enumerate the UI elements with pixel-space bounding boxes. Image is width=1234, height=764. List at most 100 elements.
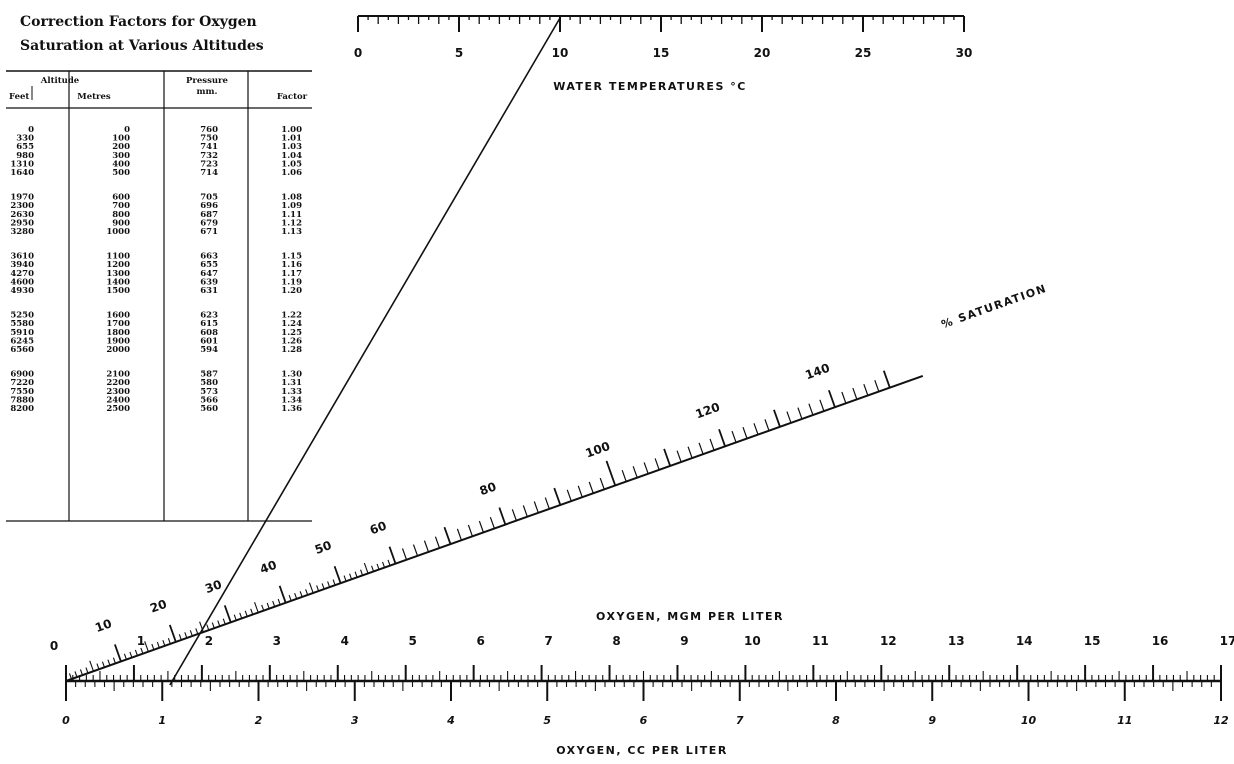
table-cell-pressure: 566	[200, 395, 218, 405]
saturation-tick	[140, 647, 144, 654]
saturation-tick	[254, 602, 259, 613]
saturation-tick	[819, 399, 825, 412]
table-cell-pressure: 687	[200, 210, 218, 220]
table-cell-factor: 1.01	[281, 134, 302, 144]
saturation-tick	[553, 487, 562, 506]
table-cell-factor: 1.04	[281, 151, 302, 161]
table-cell-metres: 0	[124, 125, 130, 135]
table-cell-factor: 1.05	[281, 159, 302, 169]
table-cell-feet: 2630	[10, 210, 34, 220]
table-cell-feet: 4600	[10, 277, 34, 287]
saturation-tick	[294, 593, 298, 600]
saturation-tick	[401, 548, 408, 560]
saturation-tick-label: 40	[258, 558, 278, 577]
saturation-tick	[79, 669, 83, 676]
saturation-tick-label: 50	[313, 538, 333, 557]
saturation-tick	[349, 573, 353, 580]
table-cell-pressure: 560	[200, 404, 218, 414]
table-cell-factor: 1.36	[281, 404, 302, 414]
table-cell-feet: 3940	[10, 260, 34, 270]
temperature-tick-label: 20	[754, 46, 771, 60]
saturation-tick	[343, 575, 347, 582]
saturation-tick	[144, 641, 149, 652]
table-cell-pressure: 594	[200, 345, 218, 355]
oxygen-mgm-tick-label: 17	[1220, 634, 1234, 648]
saturation-tick	[599, 477, 605, 490]
saturation-tick	[828, 389, 836, 408]
saturation-tick	[151, 643, 155, 650]
table-cell-pressure: 601	[200, 336, 218, 346]
saturation-tick	[316, 585, 320, 592]
saturation-tick	[266, 602, 270, 609]
saturation-tick	[123, 653, 127, 660]
table-cell-metres: 400	[112, 159, 130, 169]
saturation-tick	[434, 536, 441, 549]
saturation-tick	[233, 614, 237, 621]
saturation-tick	[863, 383, 869, 396]
table-cell-factor: 1.11	[281, 210, 302, 220]
saturation-tick	[467, 524, 473, 537]
saturation-tick	[687, 446, 693, 459]
temperature-tick-label: 30	[956, 46, 973, 60]
saturation-tick	[577, 485, 583, 498]
table-cell-feet: 7880	[10, 395, 34, 405]
saturation-tick	[272, 600, 276, 607]
saturation-tick	[261, 604, 265, 611]
saturation-tick	[841, 391, 847, 404]
saturation-tick	[643, 462, 649, 474]
oxygen-mgm-tick-label: 2	[205, 634, 213, 648]
saturation-tick	[278, 585, 287, 604]
table-cell-feet: 5580	[10, 319, 34, 329]
saturation-tick	[168, 624, 177, 643]
oxygen-cc-tick-label: 5	[543, 714, 551, 727]
table-cell-pressure: 655	[200, 260, 218, 270]
table-cell-pressure: 741	[200, 142, 218, 152]
saturation-axis-title: % SATURATION	[940, 282, 1049, 332]
saturation-tick	[107, 659, 111, 666]
table-cell-feet: 6245	[10, 336, 34, 346]
saturation-tick	[277, 598, 281, 605]
correction-factor-table: Correction Factors for Oxygen Saturation…	[6, 14, 312, 522]
saturation-tick	[112, 657, 116, 664]
saturation-tick	[882, 370, 891, 388]
table-cell-factor: 1.00	[281, 125, 302, 135]
table-title-line1: Correction Factors for Oxygen	[20, 14, 257, 30]
saturation-tick	[211, 622, 215, 629]
oxygen-cc-tick-label: 8	[832, 714, 840, 727]
table-cell-metres: 300	[112, 151, 130, 161]
oxygen-mgm-tick-label: 14	[1016, 634, 1033, 648]
saturation-tick	[478, 520, 484, 533]
table-cell-factor: 1.16	[281, 260, 302, 270]
table-body: 0 0 760 1.00 330 100 750 1.01 655 200 741 1.03 980 30…	[10, 125, 302, 414]
saturation-tick	[388, 546, 397, 564]
table-title-line2: Saturation at Various Altitudes	[20, 38, 264, 54]
temperature-tick-label: 0	[354, 46, 362, 60]
saturation-tick	[129, 651, 133, 658]
saturation-tick	[387, 559, 391, 566]
table-header-factor: Factor	[277, 92, 308, 102]
temperature-tick-label: 5	[455, 46, 463, 60]
saturation-tick-label: 140	[803, 361, 831, 383]
temperature-tick-label: 15	[653, 46, 670, 60]
saturation-tick	[663, 448, 671, 467]
table-cell-pressure: 580	[200, 378, 218, 388]
table-cell-factor: 1.33	[281, 387, 302, 397]
table-cell-feet: 1310	[10, 159, 34, 169]
oxygen-mgm-axis-title: OXYGEN, MGM PER LITER	[596, 610, 784, 623]
table-cell-feet: 655	[16, 142, 34, 152]
oxygen-mgm-tick-label: 15	[1084, 634, 1101, 648]
saturation-tick	[178, 634, 182, 641]
saturation-tick	[773, 409, 781, 428]
saturation-tick	[621, 470, 627, 482]
table-cell-pressure: 623	[200, 311, 218, 321]
table-cell-pressure: 573	[200, 387, 218, 397]
saturation-tick	[114, 644, 122, 662]
saturation-tick	[605, 460, 617, 486]
oxygen-mgm-tick-label: 10	[744, 634, 761, 648]
table-cell-metres: 2500	[106, 404, 130, 414]
table-cell-pressure: 615	[200, 319, 218, 329]
saturation-tick	[709, 438, 715, 451]
oxygen-mgm-tick-label: 11	[812, 634, 829, 648]
oxygen-cc-axis-title: OXYGEN, CC PER LITER	[556, 744, 728, 757]
saturation-tick	[101, 661, 105, 668]
